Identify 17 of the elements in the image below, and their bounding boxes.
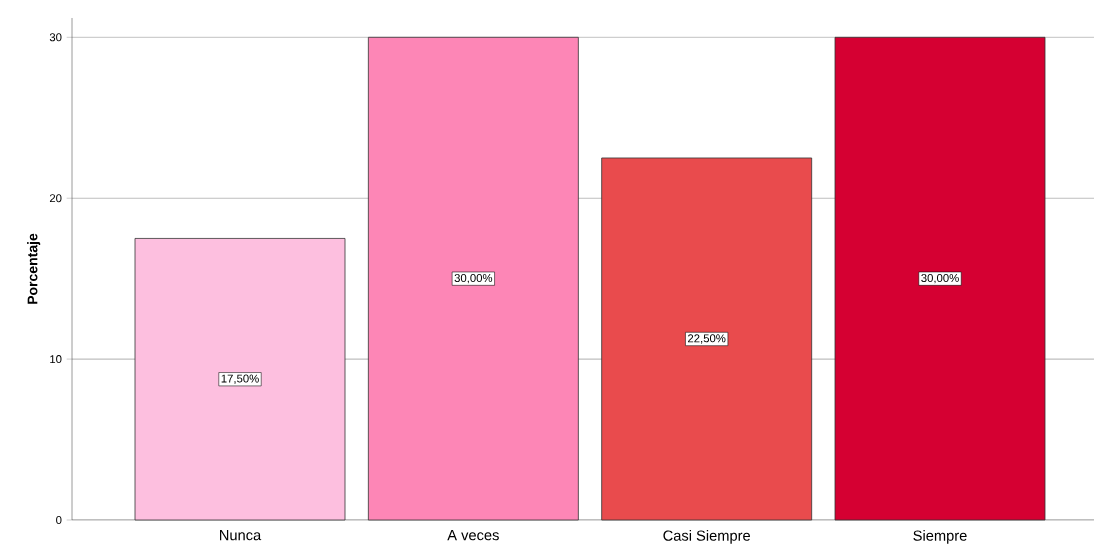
x-tick-label: Casi Siempre [663,530,751,544]
bar [134,238,346,521]
data-label: 30,00% [921,273,959,284]
x-tick-label: Nunca [220,530,262,541]
y-tick-label: 10 [50,355,62,364]
y-axis-title: Porcentaje [27,233,41,304]
data-label: 22,50% [688,334,726,344]
y-tick-label: 0 [56,516,62,525]
bar [834,36,1046,521]
data-label: 30,00% [454,273,493,284]
data-label: 17,50% [221,374,259,384]
y-tick-label: 20 [49,194,62,203]
bar [367,36,579,521]
bar [601,157,813,521]
x-tick-label: A veces [447,530,499,541]
y-tick-label: 30 [49,33,62,42]
x-tick-label: Siempre [913,530,967,544]
